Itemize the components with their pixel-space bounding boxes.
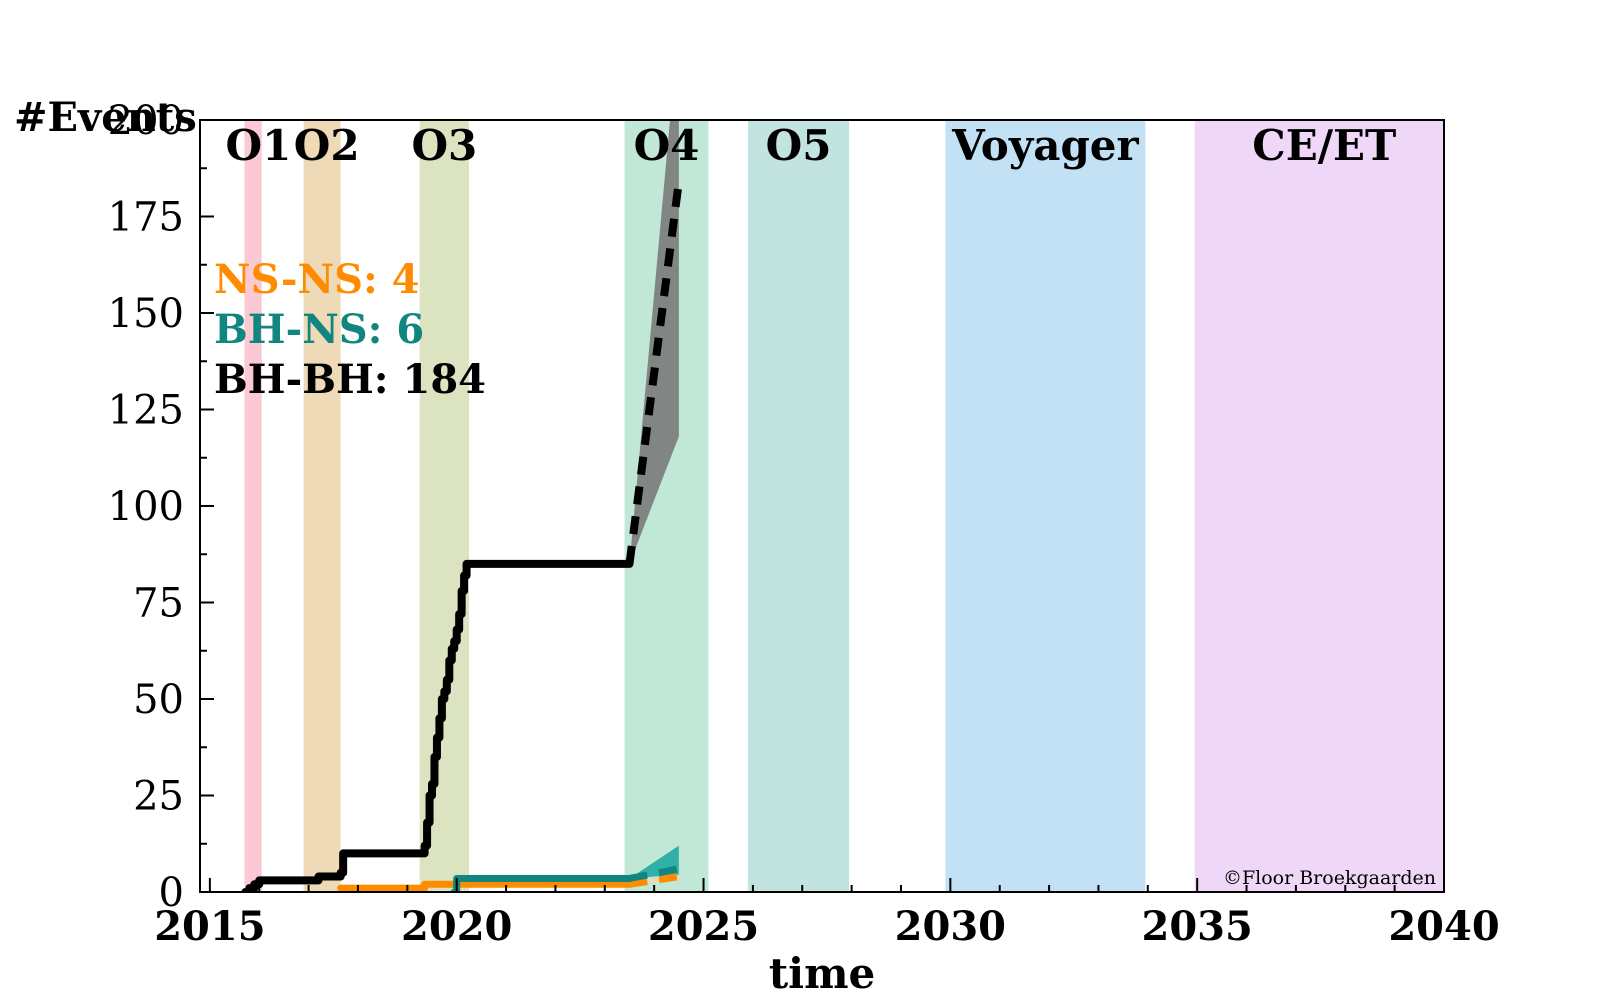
- count-label-ns-ns: NS-NS: 4: [214, 256, 420, 303]
- line-bh-ns-projection: [628, 865, 680, 882]
- x-tick-label: 2030: [895, 903, 1006, 950]
- run-band-ce-et: [1194, 120, 1444, 892]
- y-axis-ticks: 0 25 50 75 100 125 150 175 200: [108, 98, 214, 916]
- y-tick-label: 25: [133, 774, 184, 820]
- run-band-o1: [244, 120, 262, 892]
- y-tick-label: 150: [108, 291, 184, 337]
- run-band-o5: [747, 120, 850, 892]
- run-label-o2: O2: [294, 121, 360, 170]
- line-bh-bh-projection: [625, 181, 683, 565]
- run-label-o4: O4: [634, 121, 700, 170]
- credit-text: ©Floor Broekgaarden: [1223, 867, 1436, 889]
- run-label-o5: O5: [766, 121, 832, 170]
- y-tick-label: 50: [133, 677, 184, 723]
- x-axis-ticks: 2015 2020 2025 2030 2035 2040: [154, 878, 1500, 950]
- event-count-labels: NS-NS: 4BH-NS: 6BH-BH: 184: [214, 256, 486, 403]
- count-label-bh-bh: BH-BH: 184: [214, 356, 486, 403]
- run-band-o3: [419, 120, 470, 892]
- x-tick-label: 2040: [1388, 903, 1499, 950]
- count-label-bh-ns: BH-NS: 6: [214, 306, 424, 353]
- run-band-voyager: [945, 120, 1146, 892]
- y-tick-label: 75: [133, 581, 184, 627]
- run-label-o3: O3: [411, 121, 477, 170]
- y-tick-label: 100: [108, 484, 184, 530]
- observing-run-bands: [244, 120, 1444, 892]
- line-bh-bh: [241, 559, 634, 892]
- run-label-ce-et: CE/ET: [1252, 121, 1396, 170]
- y-axis-label: #Events: [14, 94, 197, 141]
- run-label-voyager: Voyager: [951, 121, 1139, 170]
- x-tick-label: 2035: [1142, 903, 1253, 950]
- y-tick-label: 125: [108, 388, 184, 434]
- y-tick-label: 200: [108, 98, 184, 144]
- run-band-o2: [303, 120, 341, 892]
- y-tick-label: 0: [159, 870, 184, 916]
- observing-run-labels: O1 O2 O3 O4 O5 Voyager CE/ET: [226, 121, 1397, 170]
- run-label-o1: O1: [226, 121, 292, 170]
- x-axis-label: time: [769, 949, 876, 998]
- y-tick-label: 175: [108, 195, 184, 241]
- x-tick-label: 2020: [401, 903, 512, 950]
- x-tick-label: 2025: [648, 903, 759, 950]
- line-ns-ns-projection: [628, 873, 680, 888]
- line-ns-ns: [337, 880, 633, 892]
- x-tick-label: 2015: [154, 903, 265, 950]
